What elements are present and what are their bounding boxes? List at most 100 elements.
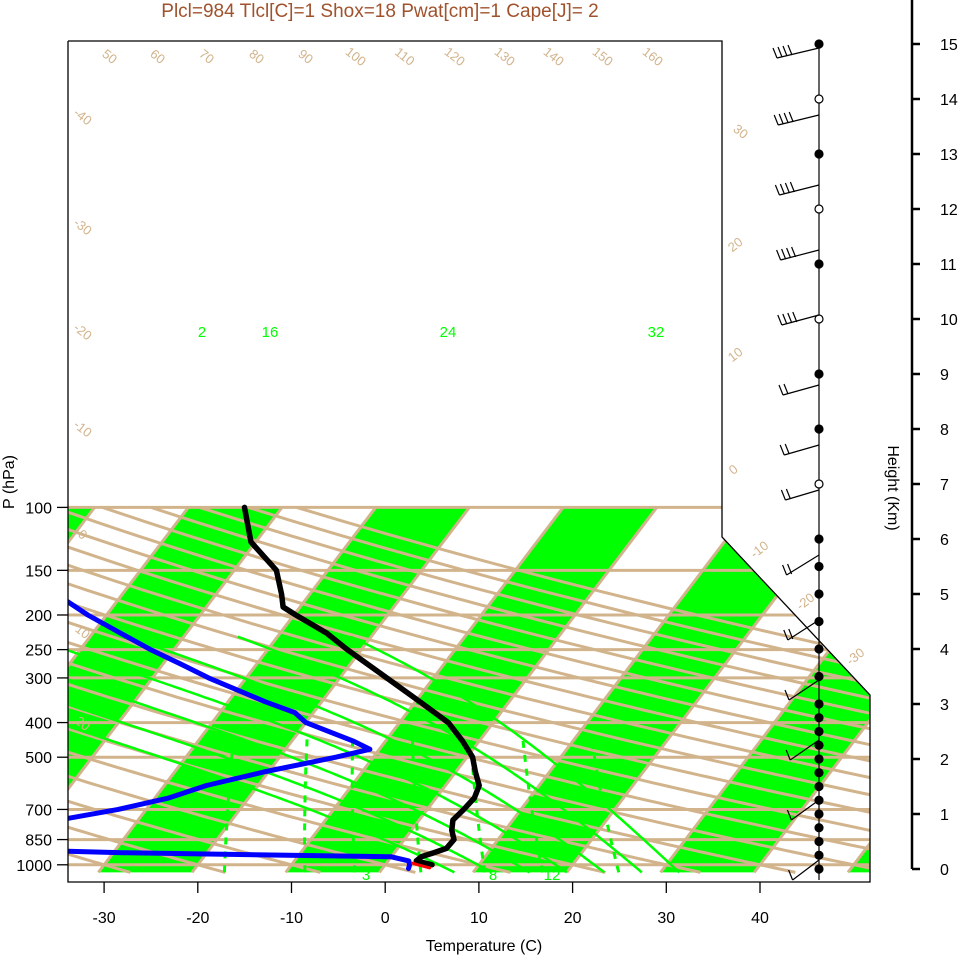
height-marker [814, 864, 824, 874]
wind-barb [786, 799, 820, 821]
wind-barb-feather [788, 111, 794, 123]
isotherm-line [68, 506, 190, 874]
x-tick-label: -30 [93, 910, 116, 927]
wind-barb-feather [784, 689, 790, 701]
wind-barb-feather [791, 246, 797, 258]
isotherm-line [753, 506, 870, 874]
wind-barb [774, 181, 820, 196]
height-marker [814, 589, 824, 599]
height-marker [814, 836, 824, 847]
dry-adiabat [68, 505, 870, 874]
wind-barb-shaft [792, 859, 820, 881]
height-tick-label: 6 [940, 532, 949, 549]
height-tick-label: 1 [940, 807, 949, 824]
wind-barb-feather [787, 44, 793, 56]
mixing-ratio-label: 12 [544, 867, 561, 884]
isotherm-label: 160 [640, 44, 666, 69]
isotherm-band [285, 507, 657, 873]
mixing-ratio-label: 16 [262, 324, 279, 341]
isotherm-line [378, 506, 659, 874]
wind-barb-feather [779, 444, 785, 456]
wind-barb-feather [781, 248, 787, 260]
wind-barb-feather [774, 184, 780, 196]
height-marker [814, 781, 824, 792]
height-marker [814, 823, 824, 833]
dry-adiabat [68, 505, 870, 874]
wind-barb-feather [782, 564, 788, 576]
wind-barb-feather [784, 443, 790, 455]
wind-barb-shaft [785, 489, 820, 501]
dry-adiabat [68, 506, 511, 874]
x-tick-label: -10 [280, 910, 303, 927]
dry-adiabat [68, 505, 870, 874]
height-tick-label: 0 [940, 862, 949, 879]
wind-barb [773, 111, 820, 126]
height-tick-label: 13 [940, 147, 958, 164]
wind-barb-feather [779, 183, 785, 195]
height-tick-label: 11 [940, 257, 957, 274]
mixing-ratio-label: 24 [440, 324, 457, 341]
height-tick-label: 14 [940, 92, 958, 109]
wind-barb-shaft [791, 799, 820, 821]
moist-adiabat [68, 635, 531, 874]
height-marker [814, 768, 824, 778]
wind-barb-shaft [781, 314, 820, 326]
pressure-tick-label: 150 [25, 563, 52, 580]
wind-barb-feather [777, 46, 783, 58]
x-tick-label: -20 [186, 910, 209, 927]
isotherm-line [0, 507, 1, 872]
wind-barb-feather [778, 113, 784, 125]
mixing-ratio-label: 8 [489, 867, 497, 884]
dry-adiabat [68, 506, 226, 874]
wind-barb-feather [772, 47, 778, 59]
pressure-tick-label: 250 [25, 643, 52, 660]
height-marker [814, 754, 824, 764]
wind-barb [788, 859, 820, 881]
isotherm-label: 50 [99, 46, 120, 67]
wind-barb-feather [784, 182, 790, 194]
height-marker [814, 644, 824, 654]
wind-barb [785, 739, 820, 761]
wind-barb [783, 619, 820, 641]
height-marker [814, 424, 824, 434]
isotherm-label: 90 [295, 46, 316, 67]
isotherm-label: 140 [541, 44, 567, 69]
isotherm-band [660, 507, 870, 873]
dry-adiabat [199, 505, 870, 874]
moist-adiabat [68, 635, 455, 874]
dry-adiabat [102, 505, 870, 874]
wind-barb [779, 443, 820, 456]
x-tick-label: 20 [564, 910, 582, 927]
mixing-ratio-line [520, 733, 545, 873]
parcel-profile [411, 861, 432, 870]
height-tick-label: 3 [940, 697, 949, 714]
height-marker [814, 616, 824, 627]
wind-barb [778, 383, 820, 396]
wind-barb-feather [789, 181, 795, 193]
height-marker [814, 534, 824, 544]
height-tick-label: 8 [940, 422, 949, 439]
height-tick-label: 4 [940, 642, 949, 659]
wind-barb-shaft [789, 739, 820, 761]
isotherm-label: -30 [843, 645, 867, 668]
height-marker [814, 671, 824, 682]
wind-barb-feather [777, 314, 783, 326]
height-marker [814, 713, 824, 723]
height-tick-label: 15 [940, 37, 958, 54]
wind-barb-shaft [776, 47, 820, 59]
height-tick-label: 9 [940, 367, 949, 384]
mixing-ratio-label: 3 [362, 867, 370, 884]
moist-adiabat [68, 635, 493, 874]
dry-adiabat [68, 506, 321, 874]
isotherm-label: 120 [442, 44, 468, 69]
wind-barb-feather [785, 488, 791, 500]
height-marker [814, 726, 824, 737]
mixing-ratio-line [468, 733, 487, 873]
dry-adiabat [68, 506, 796, 874]
wind-barb-feather [792, 311, 798, 323]
moist-adiabat [68, 635, 568, 874]
dry-adiabat [68, 506, 416, 874]
height-marker [814, 699, 824, 709]
moist-adiabat [126, 635, 606, 874]
x-axis-label: Temperature (C) [426, 938, 542, 955]
